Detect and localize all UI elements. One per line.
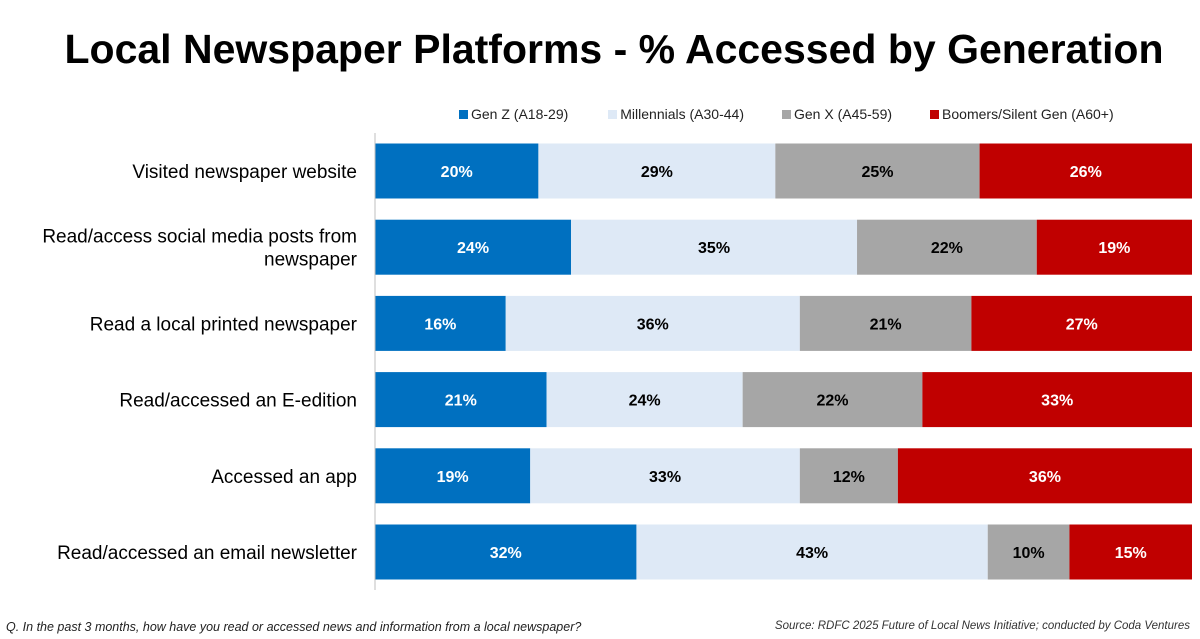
legend-item-gen-x: Gen X (A45-59) <box>781 106 893 122</box>
bar-segment <box>375 448 531 504</box>
bar-segment <box>897 448 1192 504</box>
survey-question: Q. In the past 3 months, how have you re… <box>6 620 582 634</box>
category-label: Visited newspaper website <box>132 162 357 183</box>
legend-swatch <box>459 109 468 119</box>
data-label: 22% <box>931 240 963 257</box>
legend-swatch <box>608 109 618 119</box>
category-label: Read a local printed newspaper <box>90 314 358 335</box>
data-label: 22% <box>817 393 849 410</box>
legend-label: Boomers/Silent Gen (A60+) <box>942 106 1114 122</box>
bar-segment <box>538 143 776 199</box>
legend-swatch <box>930 109 940 119</box>
data-label: 33% <box>1041 393 1073 410</box>
bar-segment <box>375 372 547 428</box>
bar-segment <box>1069 524 1192 580</box>
data-label: 35% <box>698 240 730 257</box>
legend-label: Gen Z (A18-29) <box>471 106 569 122</box>
data-label: 19% <box>437 469 469 486</box>
bar-segment <box>530 448 800 504</box>
bar-segment <box>636 524 988 580</box>
data-label: 21% <box>445 393 477 410</box>
bar-segment <box>375 219 572 275</box>
legend: Gen Z (A18-29) Millennials (A30-44) Gen … <box>459 106 1114 122</box>
data-label: 25% <box>861 164 893 181</box>
data-label: 19% <box>1098 240 1130 257</box>
bar-segment <box>799 448 898 504</box>
data-label: 15% <box>1115 545 1147 562</box>
chart-title: Local Newspaper Platforms - % Accessed b… <box>64 26 1164 72</box>
bar-segment <box>1036 219 1192 275</box>
data-label: 12% <box>833 469 865 486</box>
data-label: 26% <box>1070 164 1102 181</box>
data-label: 16% <box>424 316 456 333</box>
bar-segment <box>987 524 1070 580</box>
bar-segment <box>375 143 539 199</box>
data-label: 10% <box>1013 545 1045 562</box>
bar-segment <box>922 372 1192 428</box>
legend-label: Millennials (A30-44) <box>620 106 744 122</box>
bar-segment <box>857 219 1037 275</box>
bar-segment <box>971 295 1192 351</box>
bar-segment <box>775 143 980 199</box>
bar-segment <box>505 295 800 351</box>
bar-segment <box>375 295 506 351</box>
data-label: 24% <box>457 240 489 257</box>
bar-segment <box>742 372 923 428</box>
category-label: Read/access social media posts from newsp… <box>42 227 357 271</box>
bar-segment <box>571 219 858 275</box>
data-label: 36% <box>637 316 669 333</box>
source-note: Source: RDFC 2025 Future of Local News I… <box>774 620 1190 632</box>
legend-item-boomers: Boomers/Silent Gen (A60+) <box>930 106 1114 122</box>
data-label: 27% <box>1066 316 1098 333</box>
legend-item-gen-z: Gen Z (A18-29) <box>459 106 568 122</box>
category-label: Read/accessed an email newsletter <box>57 543 358 564</box>
data-label: 21% <box>870 316 902 333</box>
category-label: Accessed an app <box>211 467 357 488</box>
data-label: 33% <box>649 469 681 486</box>
data-label: 36% <box>1029 469 1061 486</box>
data-label: 29% <box>641 164 673 181</box>
data-label: 43% <box>796 545 828 562</box>
bar-segment <box>375 524 637 580</box>
category-label: Read/accessed an E-edition <box>119 391 357 412</box>
data-label: 20% <box>441 164 473 181</box>
bar-segment <box>546 372 743 428</box>
data-label: 24% <box>629 393 661 410</box>
legend-swatch <box>781 109 791 119</box>
legend-item-millennials: Millennials (A30-44) <box>608 106 744 122</box>
bar-segment <box>979 143 1192 199</box>
bar-segment <box>799 295 972 351</box>
legend-label: Gen X (A45-59) <box>793 106 893 122</box>
data-label: 32% <box>490 545 522 562</box>
